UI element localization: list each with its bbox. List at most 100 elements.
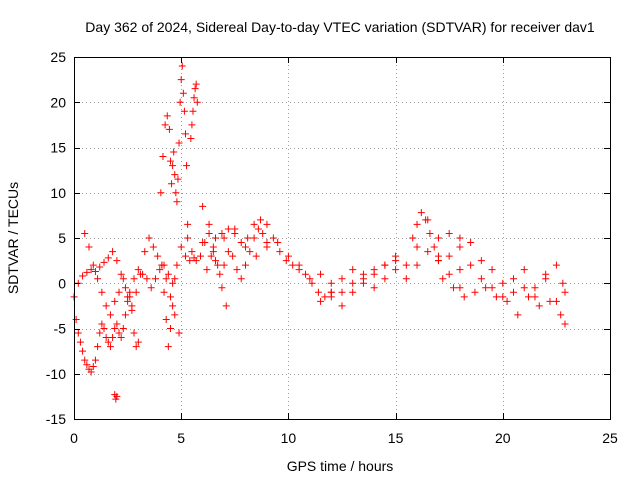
data-point [252, 252, 260, 260]
data-point [552, 297, 560, 305]
data-point [205, 220, 213, 228]
data-point [166, 157, 174, 165]
data-point [477, 257, 485, 265]
data-point [424, 248, 432, 256]
data-point [209, 248, 217, 256]
data-point [417, 209, 425, 217]
data-point [151, 275, 159, 283]
data-point [430, 243, 438, 251]
data-point [542, 270, 550, 278]
x-tick-label: 0 [70, 430, 78, 446]
data-point [237, 275, 245, 283]
x-tick-label: 10 [281, 430, 297, 446]
data-point [274, 239, 282, 247]
data-point [214, 261, 222, 269]
data-point [402, 275, 410, 283]
data-point [552, 261, 560, 269]
data-point [295, 261, 303, 269]
data-point [100, 325, 108, 332]
data-point [96, 329, 104, 337]
data-point [314, 288, 322, 296]
data-point [456, 243, 464, 251]
y-tick-label: -5 [54, 321, 67, 337]
data-point [166, 293, 174, 301]
data-point [134, 266, 142, 274]
data-point [173, 261, 181, 269]
data-point [104, 254, 112, 262]
data-point [370, 284, 378, 292]
data-point [126, 288, 134, 296]
data-point [321, 293, 329, 301]
data-point [531, 284, 539, 292]
data-point [171, 311, 179, 319]
data-point [349, 266, 357, 274]
y-tick-label: -10 [46, 366, 66, 382]
data-point [413, 220, 421, 228]
data-point [244, 234, 252, 242]
data-point [257, 216, 265, 224]
data-point [284, 252, 292, 260]
series-lower-arc [72, 288, 142, 376]
data-point [176, 98, 184, 106]
data-point [199, 202, 207, 210]
data-point [98, 288, 106, 296]
data-point [456, 266, 464, 274]
data-point [276, 248, 284, 256]
chart-title: Day 362 of 2024, Sidereal Day-to-day VTE… [85, 19, 595, 35]
data-point [87, 368, 95, 376]
data-point [392, 252, 400, 260]
series-tail-high [456, 234, 567, 292]
data-point [113, 320, 121, 328]
data-point [557, 311, 565, 319]
data-point [117, 270, 125, 278]
data-point [381, 275, 389, 283]
data-point [218, 284, 226, 292]
data-point [422, 216, 430, 224]
data-point [212, 234, 220, 242]
data-point [89, 261, 97, 269]
data-point [191, 85, 199, 93]
data-point [109, 248, 117, 256]
data-point [170, 148, 178, 156]
data-point [187, 134, 195, 142]
data-point [145, 234, 153, 242]
x-tick-label: 5 [177, 430, 185, 446]
data-point [192, 80, 200, 88]
data-point [79, 272, 87, 280]
data-point [370, 270, 378, 278]
data-point [216, 270, 224, 278]
data-point [102, 302, 110, 310]
data-point [492, 293, 500, 301]
data-point [482, 284, 490, 292]
data-point [83, 268, 91, 276]
data-point [445, 229, 453, 237]
data-point [169, 302, 177, 310]
y-tick-label: 25 [50, 49, 66, 65]
data-point [83, 361, 91, 369]
data-point [130, 329, 138, 337]
data-point [520, 284, 528, 292]
data-point [269, 234, 277, 242]
data-point [157, 189, 165, 197]
data-point [460, 293, 468, 301]
data-point [79, 347, 87, 355]
data-point [250, 234, 258, 242]
data-point [100, 258, 108, 266]
data-point [434, 252, 442, 260]
data-point [282, 257, 290, 265]
data-point [141, 248, 149, 256]
data-point [193, 98, 201, 106]
series-spike-5.6 [187, 80, 201, 142]
data-point [124, 293, 132, 301]
data-point [471, 288, 479, 296]
data-point [199, 239, 207, 247]
data-point [250, 220, 258, 228]
data-point [115, 329, 123, 337]
y-tick-label: 15 [50, 140, 66, 156]
data-point [147, 284, 155, 292]
data-point [338, 288, 346, 296]
x-tick-label: 25 [602, 430, 618, 446]
data-point [111, 325, 119, 332]
data-point [327, 293, 335, 301]
